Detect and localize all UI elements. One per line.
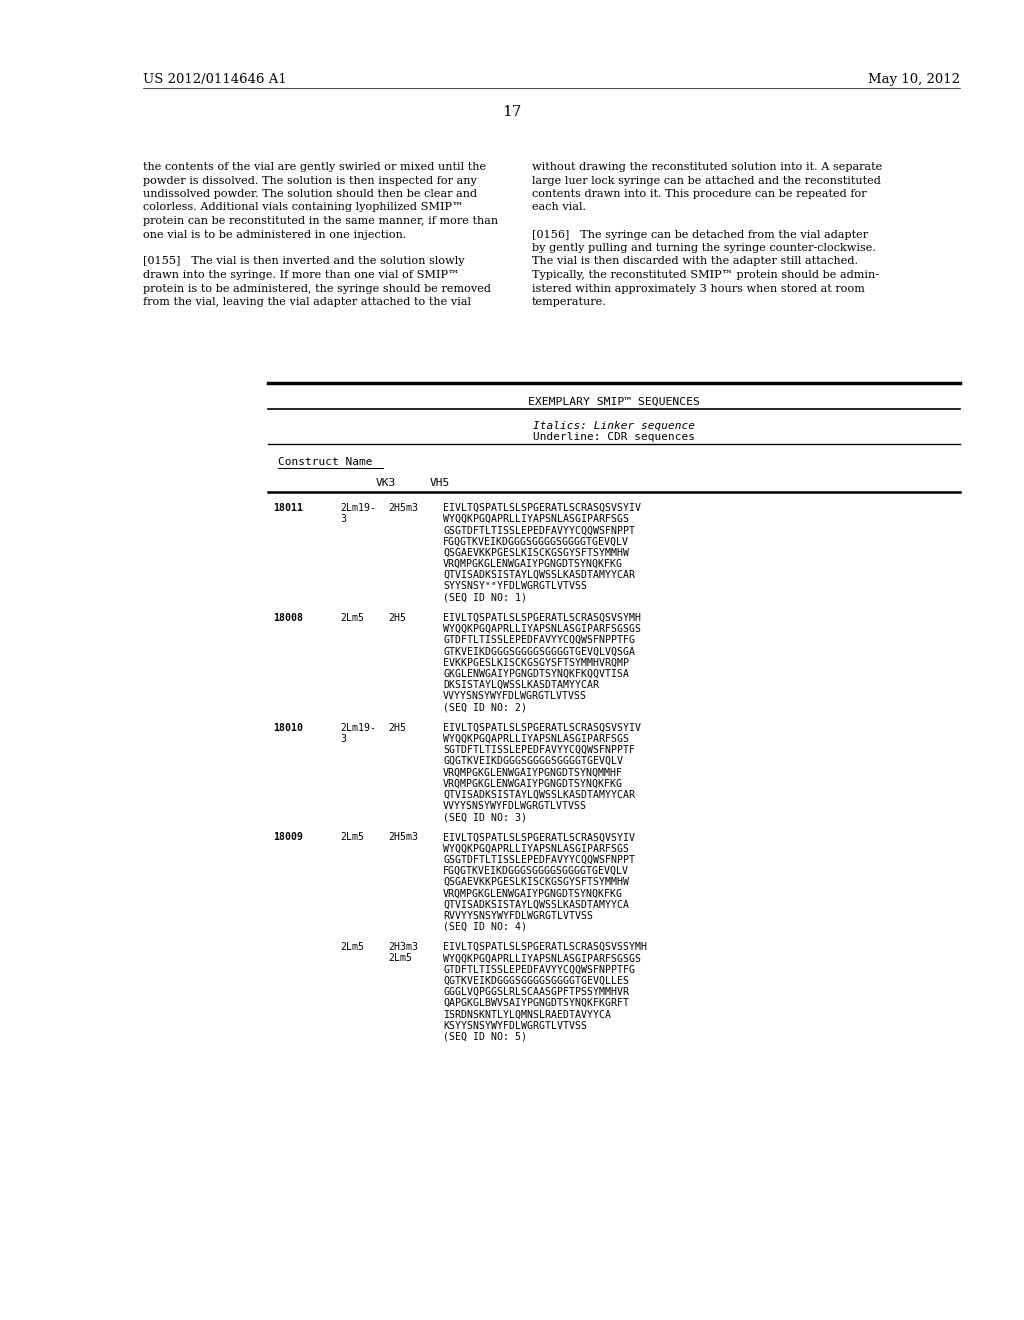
Text: GTDFTLTISSLEPEDFAVYYCQQWSFNPPTFG: GTDFTLTISSLEPEDFAVYYCQQWSFNPPTFG bbox=[443, 965, 635, 974]
Text: 18009: 18009 bbox=[273, 833, 303, 842]
Text: WYQQKPGQAPRLLIYAPSNLASGIPARFSGS: WYQQKPGQAPRLLIYAPSNLASGIPARFSGS bbox=[443, 843, 629, 854]
Text: EIVLTQSPATLSLSPGERATLSCRASQSVSYIV: EIVLTQSPATLSLSPGERATLSCRASQSVSYIV bbox=[443, 722, 641, 733]
Text: VRQMPGKGLENWGAIYPGNGDTSYNQKFKG: VRQMPGKGLENWGAIYPGNGDTSYNQKFKG bbox=[443, 558, 623, 569]
Text: VRQMPGKGLENWGAIYPGNGDTSYNQKFKG: VRQMPGKGLENWGAIYPGNGDTSYNQKFKG bbox=[443, 888, 623, 899]
Text: 18008: 18008 bbox=[273, 612, 303, 623]
Text: EIVLTQSPATLSLSPGERATLSCRASQVSYIV: EIVLTQSPATLSLSPGERATLSCRASQVSYIV bbox=[443, 833, 635, 842]
Text: EIVLTQSPATLSLSPGERATLSCRASQSVSYMH: EIVLTQSPATLSLSPGERATLSCRASQSVSYMH bbox=[443, 612, 641, 623]
Text: VRQMPGKGLENWGAIYPGNGDTSYNQKFKG: VRQMPGKGLENWGAIYPGNGDTSYNQKFKG bbox=[443, 779, 623, 788]
Text: EIVLTQSPATLSLSPGERATLSCRASQSVSYIV: EIVLTQSPATLSLSPGERATLSCRASQSVSYIV bbox=[443, 503, 641, 513]
Text: Typically, the reconstituted SMIP™ protein should be admin-: Typically, the reconstituted SMIP™ prote… bbox=[532, 271, 879, 280]
Text: the contents of the vial are gently swirled or mixed until the: the contents of the vial are gently swir… bbox=[143, 162, 486, 172]
Text: QTVISADKSISTAYLQWSSLKASDTAMYYCA: QTVISADKSISTAYLQWSSLKASDTAMYYCA bbox=[443, 900, 629, 909]
Text: 3: 3 bbox=[340, 515, 346, 524]
Text: ISRDNSKNTLYLQMNSLRAEDTAVYYCA: ISRDNSKNTLYLQMNSLRAEDTAVYYCA bbox=[443, 1010, 611, 1019]
Text: each vial.: each vial. bbox=[532, 202, 586, 213]
Text: undissolved powder. The solution should then be clear and: undissolved powder. The solution should … bbox=[143, 189, 477, 199]
Text: GSGTDFTLTISSLEPEDFAVYYCQQWSFNPPT: GSGTDFTLTISSLEPEDFAVYYCQQWSFNPPT bbox=[443, 525, 635, 536]
Text: 17: 17 bbox=[503, 106, 521, 119]
Text: 2Lm5: 2Lm5 bbox=[340, 833, 364, 842]
Text: KSYYSNSYWYFDLWGRGTLVTVSS: KSYYSNSYWYFDLWGRGTLVTVSS bbox=[443, 1020, 587, 1031]
Text: (SEQ ID NO: 4): (SEQ ID NO: 4) bbox=[443, 921, 527, 932]
Text: (SEQ ID NO: 5): (SEQ ID NO: 5) bbox=[443, 1032, 527, 1041]
Text: powder is dissolved. The solution is then inspected for any: powder is dissolved. The solution is the… bbox=[143, 176, 477, 186]
Text: GSGTDFTLTISSLEPEDFAVYYCQQWSFNPPT: GSGTDFTLTISSLEPEDFAVYYCQQWSFNPPT bbox=[443, 855, 635, 865]
Text: (SEQ ID NO: 1): (SEQ ID NO: 1) bbox=[443, 593, 527, 603]
Text: WYQQKPGQAPRLLIYAPSNLASGIPARFSGSGS: WYQQKPGQAPRLLIYAPSNLASGIPARFSGSGS bbox=[443, 953, 641, 964]
Text: FGQGTKVEIKDGGGSGGGGSGGGGTGEVQLV: FGQGTKVEIKDGGGSGGGGSGGGGTGEVQLV bbox=[443, 866, 629, 876]
Text: WYQQKPGQAPRLLIYAPSNLASGIPARFSGS: WYQQKPGQAPRLLIYAPSNLASGIPARFSGS bbox=[443, 515, 629, 524]
Text: EVKKPGESLKISCKGSGYSFTSYMMHVRQMP: EVKKPGESLKISCKGSGYSFTSYMMHVRQMP bbox=[443, 657, 629, 668]
Text: GQGTKVEIKDGGGSGGGGSGGGGTGEVQLV: GQGTKVEIKDGGGSGGGGSGGGGTGEVQLV bbox=[443, 756, 623, 766]
Text: protein can be reconstituted in the same manner, if more than: protein can be reconstituted in the same… bbox=[143, 216, 498, 226]
Text: EXEMPLARY SMIP™ SEQUENCES: EXEMPLARY SMIP™ SEQUENCES bbox=[528, 397, 700, 407]
Text: [0155]   The vial is then inverted and the solution slowly: [0155] The vial is then inverted and the… bbox=[143, 256, 465, 267]
Text: Underline: CDR sequences: Underline: CDR sequences bbox=[534, 432, 695, 442]
Text: SYYSNSYᵄᵄYFDLWGRGTLVTVSS: SYYSNSYᵄᵄYFDLWGRGTLVTVSS bbox=[443, 581, 587, 591]
Text: VVYYSNSYWYFDLWGRGTLVTVSS: VVYYSNSYWYFDLWGRGTLVTVSS bbox=[443, 692, 587, 701]
Text: GTKVEIKDGGGSGGGGSGGGGTGEVQLVQSGA: GTKVEIKDGGGSGGGGSGGGGTGEVQLVQSGA bbox=[443, 647, 635, 656]
Text: VH5: VH5 bbox=[430, 478, 451, 488]
Text: large luer lock syringe can be attached and the reconstituted: large luer lock syringe can be attached … bbox=[532, 176, 881, 186]
Text: GTDFTLTISSLEPEDFAVYYCQQWSFNPPTFG: GTDFTLTISSLEPEDFAVYYCQQWSFNPPTFG bbox=[443, 635, 635, 645]
Text: SGTDFTLTISSLEPEDFAVYYCQQWSFNPPTF: SGTDFTLTISSLEPEDFAVYYCQQWSFNPPTF bbox=[443, 744, 635, 755]
Text: 2H5: 2H5 bbox=[388, 612, 406, 623]
Text: drawn into the syringe. If more than one vial of SMIP™: drawn into the syringe. If more than one… bbox=[143, 271, 459, 280]
Text: QGTKVEIKDGGGSGGGGSGGGGTGEVQLLES: QGTKVEIKDGGGSGGGGSGGGGTGEVQLLES bbox=[443, 975, 629, 986]
Text: DKSISTAYLQWSSLKASDTAMYYCAR: DKSISTAYLQWSSLKASDTAMYYCAR bbox=[443, 680, 599, 690]
Text: [0156]   The syringe can be detached from the vial adapter: [0156] The syringe can be detached from … bbox=[532, 230, 868, 239]
Text: one vial is to be administered in one injection.: one vial is to be administered in one in… bbox=[143, 230, 407, 239]
Text: QTVISADKSISTAYLQWSSLKASDTAMYYCAR: QTVISADKSISTAYLQWSSLKASDTAMYYCAR bbox=[443, 570, 635, 581]
Text: 2H5: 2H5 bbox=[388, 722, 406, 733]
Text: 2H5m3: 2H5m3 bbox=[388, 503, 418, 513]
Text: by gently pulling and turning the syringe counter-clockwise.: by gently pulling and turning the syring… bbox=[532, 243, 876, 253]
Text: 3: 3 bbox=[340, 734, 346, 743]
Text: 2Lm5: 2Lm5 bbox=[340, 612, 364, 623]
Text: WYQQKPGQAPRLLIYAPSNLASGIPARFSGS: WYQQKPGQAPRLLIYAPSNLASGIPARFSGS bbox=[443, 734, 629, 743]
Text: 2Lm19-: 2Lm19- bbox=[340, 503, 376, 513]
Text: EIVLTQSPATLSLSPGERATLSCRASQSVSSYMH: EIVLTQSPATLSLSPGERATLSCRASQSVSSYMH bbox=[443, 942, 647, 952]
Text: US 2012/0114646 A1: US 2012/0114646 A1 bbox=[143, 73, 287, 86]
Text: from the vial, leaving the vial adapter attached to the vial: from the vial, leaving the vial adapter … bbox=[143, 297, 471, 308]
Text: VVYYSNSYWYFDLWGRGTLVTVSS: VVYYSNSYWYFDLWGRGTLVTVSS bbox=[443, 801, 587, 810]
Text: QAPGKGLBWVSAIYPGNGDTSYNQKFKGRFT: QAPGKGLBWVSAIYPGNGDTSYNQKFKGRFT bbox=[443, 998, 629, 1008]
Text: QSGAEVKKPGESLKISCKGSGYSFTSYMMHW: QSGAEVKKPGESLKISCKGSGYSFTSYMMHW bbox=[443, 878, 629, 887]
Text: GGGLVQPGGSLRLSCAASGPFTPSSYMMHVR: GGGLVQPGGSLRLSCAASGPFTPSSYMMHVR bbox=[443, 987, 629, 997]
Text: The vial is then discarded with the adapter still attached.: The vial is then discarded with the adap… bbox=[532, 256, 858, 267]
Text: VRQMPGKGLENWGAIYPGNGDTSYNQMMHF: VRQMPGKGLENWGAIYPGNGDTSYNQMMHF bbox=[443, 767, 623, 777]
Text: 2Lm5: 2Lm5 bbox=[388, 953, 412, 964]
Text: Construct Name: Construct Name bbox=[278, 457, 373, 467]
Text: May 10, 2012: May 10, 2012 bbox=[868, 73, 961, 86]
Text: FGQGTKVEIKDGGGSGGGGSGGGGTGEVQLV: FGQGTKVEIKDGGGSGGGGSGGGGTGEVQLV bbox=[443, 537, 629, 546]
Text: 18011: 18011 bbox=[273, 503, 303, 513]
Text: GKGLENWGAIYPGNGDTSYNQKFKQQVTISA: GKGLENWGAIYPGNGDTSYNQKFKQQVTISA bbox=[443, 669, 629, 678]
Text: WYQQKPGQAPRLLIYAPSNLASGIPARFSGSGS: WYQQKPGQAPRLLIYAPSNLASGIPARFSGSGS bbox=[443, 624, 641, 634]
Text: colorless. Additional vials containing lyophilized SMIP™: colorless. Additional vials containing l… bbox=[143, 202, 463, 213]
Text: without drawing the reconstituted solution into it. A separate: without drawing the reconstituted soluti… bbox=[532, 162, 883, 172]
Text: contents drawn into it. This procedure can be repeated for: contents drawn into it. This procedure c… bbox=[532, 189, 866, 199]
Text: protein is to be administered, the syringe should be removed: protein is to be administered, the syrin… bbox=[143, 284, 490, 293]
Text: istered within approximately 3 hours when stored at room: istered within approximately 3 hours whe… bbox=[532, 284, 865, 293]
Text: 2Lm19-: 2Lm19- bbox=[340, 722, 376, 733]
Text: 2H3m3: 2H3m3 bbox=[388, 942, 418, 952]
Text: QSGAEVKKPGESLKISCKGSGYSFTSYMMHW: QSGAEVKKPGESLKISCKGSGYSFTSYMMHW bbox=[443, 548, 629, 558]
Text: 2Lm5: 2Lm5 bbox=[340, 942, 364, 952]
Text: VK3: VK3 bbox=[376, 478, 396, 488]
Text: 2H5m3: 2H5m3 bbox=[388, 833, 418, 842]
Text: RVVYYSNSYWYFDLWGRGTLVTVSS: RVVYYSNSYWYFDLWGRGTLVTVSS bbox=[443, 911, 593, 921]
Text: Italics: Linker sequence: Italics: Linker sequence bbox=[534, 421, 695, 432]
Text: QTVISADKSISTAYLQWSSLKASDTAMYYCAR: QTVISADKSISTAYLQWSSLKASDTAMYYCAR bbox=[443, 789, 635, 800]
Text: temperature.: temperature. bbox=[532, 297, 607, 308]
Text: (SEQ ID NO: 2): (SEQ ID NO: 2) bbox=[443, 702, 527, 713]
Text: 18010: 18010 bbox=[273, 722, 303, 733]
Text: (SEQ ID NO: 3): (SEQ ID NO: 3) bbox=[443, 812, 527, 822]
